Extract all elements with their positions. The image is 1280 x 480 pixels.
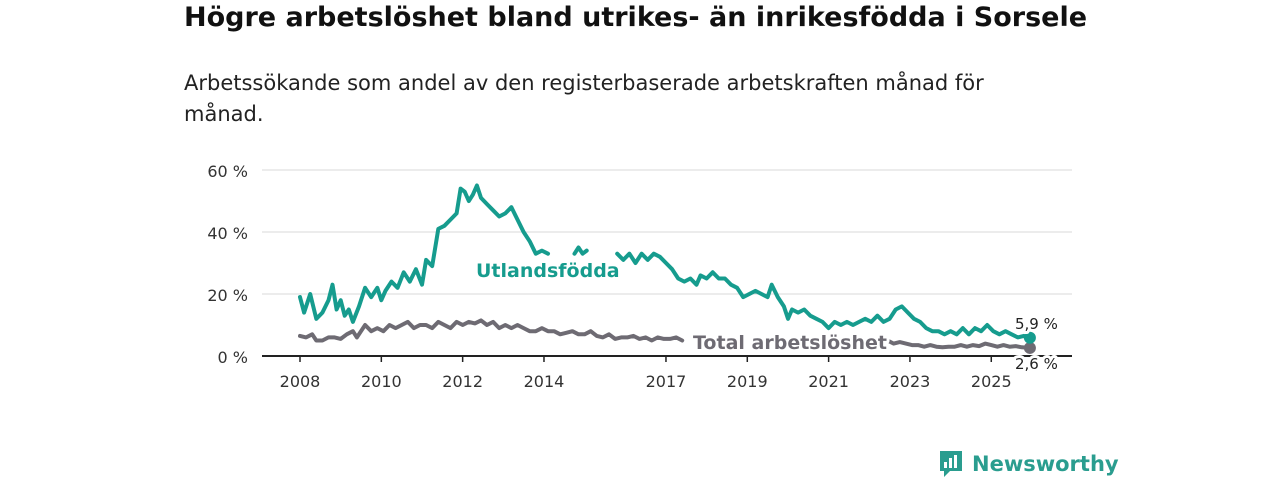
x-tick-label: 2019: [727, 372, 768, 391]
x-tick-label: 2010: [361, 372, 402, 391]
chart-title: Högre arbetslöshet bland utrikes- än inr…: [184, 2, 1088, 33]
grid-layer: [262, 169, 1072, 295]
axis-layer: 0 % 20 % 40 % 60 % 2008 2010 2012 2014 2017 2019 2…: [207, 162, 1072, 391]
x-tick-label: 2014: [524, 372, 565, 391]
end-point-total: [1023, 341, 1036, 354]
end-value-label-utlandsfodda: 5,9 %: [1015, 315, 1058, 333]
series-label-total: Total arbetslöshet: [693, 332, 887, 354]
newsworthy-logo[interactable]: Newsworthy: [938, 448, 1119, 480]
chart-subtitle: Arbetssökande som andel av den registerb…: [184, 71, 984, 126]
x-tick-label: 2021: [808, 372, 849, 391]
series-label-utlandsfodda: Utlandsfödda: [476, 260, 620, 282]
series-line-utlandsfodda: [572, 245, 589, 256]
newsworthy-logo-text: Newsworthy: [972, 452, 1119, 476]
end-point-utlandsfodda: [1023, 331, 1036, 344]
y-tick-label: 60 %: [207, 162, 248, 181]
series-line-utlandsfodda: [298, 183, 550, 324]
end-value-label-total: 2,6 %: [1015, 355, 1058, 373]
x-tick-label: 2012: [442, 372, 483, 391]
series-line-utlandsfodda: [615, 251, 1032, 340]
series-layer: [298, 183, 1036, 354]
y-tick-label: 40 %: [207, 224, 248, 243]
label-layer: Utlandsfödda Total arbetslöshet 5,9 % 2,6 %: [473, 257, 1061, 376]
x-tick-label: 2025: [971, 372, 1012, 391]
line-chart: 0 % 20 % 40 % 60 % 2008 2010 2012 2014 2017 2019 2…: [207, 162, 1072, 391]
newsworthy-logo-icon: [940, 451, 962, 477]
x-tick-label: 2023: [890, 372, 931, 391]
y-tick-label: 0 %: [218, 348, 248, 367]
y-tick-label: 20 %: [207, 286, 248, 305]
x-tick-label: 2017: [646, 372, 687, 391]
series-line-total: [879, 338, 1032, 350]
series-line-total: [298, 318, 685, 343]
x-tick-label: 2008: [280, 372, 321, 391]
